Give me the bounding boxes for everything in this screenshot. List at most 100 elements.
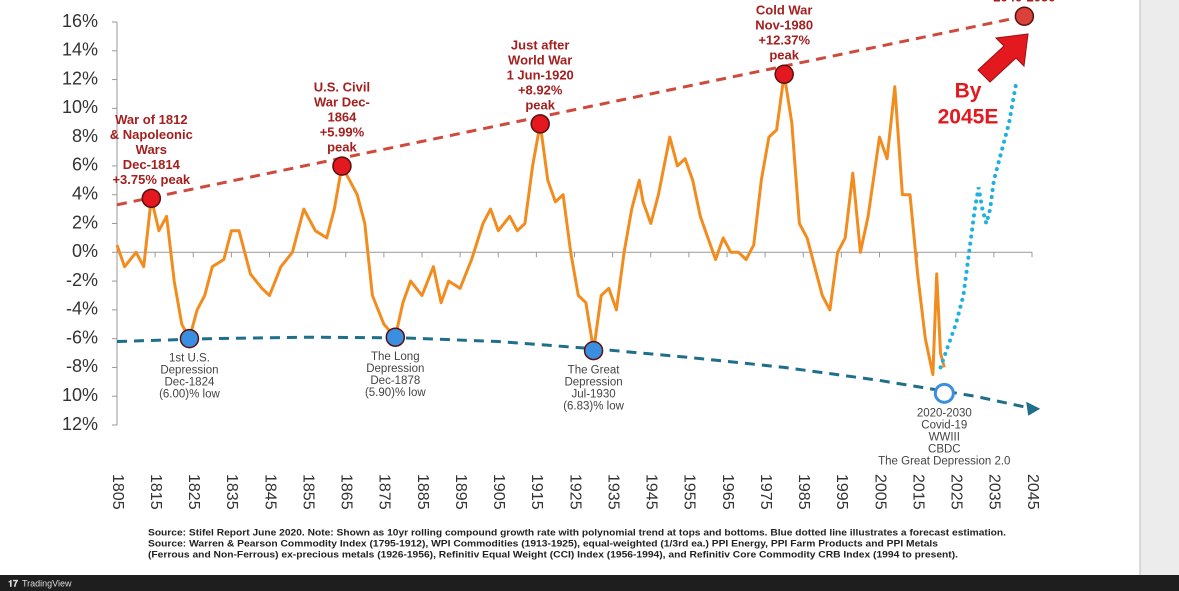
- y-tick-label: 6%: [72, 155, 98, 175]
- low-label: The Great: [568, 365, 621, 377]
- y-tick-label: 12%: [62, 68, 98, 88]
- x-tick-label: 2045: [1024, 474, 1041, 510]
- low-label: Covid-19: [921, 419, 967, 431]
- y-tick-label: -6%: [66, 327, 98, 347]
- x-tick-label: 1825: [185, 474, 202, 510]
- x-tick-label: 1975: [757, 474, 774, 510]
- x-tick-label: 1855: [299, 474, 316, 510]
- low-label: Dec-1824: [165, 377, 215, 389]
- source-note: Source: Stifel Report June 2020. Note: S…: [148, 528, 1006, 539]
- peak-label: peak: [525, 97, 555, 112]
- peak-label: 2040-2050: [993, 0, 1055, 5]
- y-tick-label: -4%: [66, 299, 98, 319]
- low-label: Jul-1930: [572, 389, 616, 401]
- x-tick-label: 1845: [261, 474, 278, 510]
- peak-label: U.S. Civil: [314, 80, 370, 95]
- low-label: 1st U.S.: [169, 353, 210, 365]
- source-note: (Ferrous and Non-Ferrous) ex-precious me…: [148, 550, 958, 561]
- peak-label: War Dec-: [314, 95, 370, 110]
- peak-label: Cold War: [756, 3, 813, 18]
- low-label: (5.90)% low: [365, 387, 426, 399]
- peak-label: peak: [327, 140, 357, 155]
- footer-logo: 𝟏𝟕: [8, 578, 18, 588]
- x-tick-label: 1875: [376, 474, 393, 510]
- x-tick-label: 1895: [452, 474, 469, 510]
- source-note: Source: Warren & Pearson Commodity Index…: [148, 539, 938, 550]
- low-label: WWIII: [929, 431, 960, 443]
- peak-label: & Napoleonic: [110, 127, 193, 142]
- x-tick-label: 1925: [566, 474, 583, 510]
- x-tick-label: 1805: [109, 474, 126, 510]
- commodity-line: [115, 72, 946, 377]
- peak-label: peak: [769, 48, 799, 63]
- low-label: Depression: [366, 363, 424, 375]
- x-tick-label: 1915: [528, 474, 545, 510]
- peak-label: Just after: [511, 37, 570, 52]
- y-tick-label: 2%: [72, 212, 98, 232]
- annotation-marker: [583, 340, 604, 361]
- x-tick-label: 1815: [147, 474, 164, 510]
- peak-label: 1864: [327, 110, 357, 125]
- low-label: CBDC: [928, 443, 961, 455]
- y-tick-label: 4%: [72, 183, 98, 203]
- peak-label: +5.99%: [320, 125, 365, 140]
- low-label: The Great Depression 2.0: [878, 455, 1010, 467]
- annotation-marker: [1014, 6, 1035, 26]
- low-label: (6.83)% low: [563, 401, 624, 413]
- x-tick-label: 1885: [414, 474, 431, 510]
- forecast-label: By: [955, 80, 982, 103]
- peak-label: Wars: [136, 142, 167, 157]
- low-label: Depression: [564, 377, 622, 389]
- peak-label: +3.75% peak: [112, 172, 190, 187]
- y-tick-label: 8%: [72, 126, 98, 146]
- y-tick-label: -2%: [66, 270, 98, 290]
- x-tick-label: 1865: [338, 474, 355, 510]
- y-tick-label: 10%: [62, 385, 98, 405]
- x-tick-label: 1985: [795, 474, 812, 510]
- y-tick-label: 12%: [62, 414, 98, 434]
- low-label: (6.00)% low: [159, 389, 220, 401]
- x-tick-label: 2025: [948, 474, 965, 510]
- annotation-marker: [332, 156, 352, 176]
- y-tick-label: 0%: [72, 241, 98, 261]
- forecast-line: [938, 77, 1019, 370]
- peak-label: War of 1812: [115, 112, 188, 127]
- forecast-label: 2045E: [938, 106, 999, 129]
- peak-label: +8.92%: [518, 82, 563, 97]
- annotation-marker: [141, 188, 162, 209]
- x-tick-label: 1995: [833, 474, 850, 510]
- y-tick-label: 16%: [62, 11, 98, 31]
- annotation-marker: [179, 328, 200, 349]
- low-label: 2020-2030: [917, 407, 972, 419]
- annotation-marker: [774, 64, 794, 84]
- peak-label: Nov-1980: [755, 18, 813, 33]
- x-tick-label: 1905: [490, 474, 507, 510]
- annotation-marker: [385, 327, 406, 347]
- footer-text: TradingView: [22, 578, 72, 588]
- bottom-trend-arrowhead: [1026, 401, 1041, 416]
- y-tick-label: -8%: [66, 356, 98, 376]
- top-trend-line: [116, 14, 1025, 207]
- x-tick-label: 2005: [871, 474, 888, 510]
- x-tick-label: 1935: [604, 474, 621, 510]
- y-tick-label: 10%: [62, 97, 98, 117]
- annotation-marker: [530, 114, 550, 134]
- x-tick-label: 1945: [643, 474, 660, 510]
- x-tick-label: 2035: [986, 474, 1003, 510]
- low-label: Depression: [160, 365, 218, 377]
- peak-label: 1 Jun-1920: [507, 67, 574, 82]
- y-tick-label: 14%: [62, 40, 98, 60]
- footer-bar: [0, 575, 1179, 591]
- peak-label: World War: [508, 52, 572, 67]
- low-label: Dec-1878: [370, 375, 420, 387]
- peak-label: +12.37%: [758, 33, 810, 48]
- annotation-marker: [933, 382, 955, 404]
- x-tick-label: 1835: [223, 474, 240, 510]
- forecast-arrow: [977, 33, 1029, 83]
- low-label: The Long: [371, 351, 420, 363]
- side-panel: [1140, 0, 1179, 575]
- x-tick-label: 1965: [719, 474, 736, 510]
- peak-label: Dec-1814: [123, 157, 181, 172]
- x-tick-label: 1955: [681, 474, 698, 510]
